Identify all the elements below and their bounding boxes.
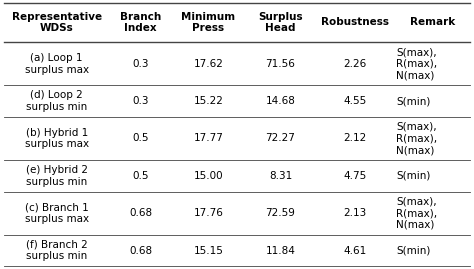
Text: (a) Loop 1
surplus max: (a) Loop 1 surplus max bbox=[25, 53, 89, 75]
Text: 15.22: 15.22 bbox=[193, 96, 223, 106]
Text: 15.00: 15.00 bbox=[194, 171, 223, 181]
Text: S(max),
R(max),
N(max): S(max), R(max), N(max) bbox=[396, 122, 438, 155]
Text: S(min): S(min) bbox=[396, 246, 430, 256]
Text: 4.61: 4.61 bbox=[343, 246, 366, 256]
Text: 72.27: 72.27 bbox=[265, 133, 295, 143]
Text: Branch
Index: Branch Index bbox=[120, 12, 161, 33]
Text: Minimum
Press: Minimum Press bbox=[182, 12, 236, 33]
Text: 0.5: 0.5 bbox=[133, 171, 149, 181]
Text: 72.59: 72.59 bbox=[265, 208, 295, 218]
Text: 2.12: 2.12 bbox=[343, 133, 366, 143]
Text: 17.76: 17.76 bbox=[193, 208, 223, 218]
Text: (c) Branch 1
surplus max: (c) Branch 1 surplus max bbox=[25, 202, 89, 224]
Text: 2.26: 2.26 bbox=[343, 59, 366, 69]
Text: 0.68: 0.68 bbox=[129, 246, 152, 256]
Text: S(max),
R(max),
N(max): S(max), R(max), N(max) bbox=[396, 197, 438, 230]
Text: S(min): S(min) bbox=[396, 96, 430, 106]
Text: (e) Hybrid 2
surplus min: (e) Hybrid 2 surplus min bbox=[26, 165, 88, 187]
Text: Remark: Remark bbox=[410, 17, 455, 27]
Text: 17.77: 17.77 bbox=[193, 133, 223, 143]
Text: 4.55: 4.55 bbox=[343, 96, 366, 106]
Text: 8.31: 8.31 bbox=[269, 171, 292, 181]
Text: 71.56: 71.56 bbox=[265, 59, 295, 69]
Text: 0.3: 0.3 bbox=[133, 59, 149, 69]
Text: (d) Loop 2
surplus min: (d) Loop 2 surplus min bbox=[26, 90, 87, 112]
Text: 15.15: 15.15 bbox=[193, 246, 223, 256]
Text: Surplus
Head: Surplus Head bbox=[258, 12, 303, 33]
Text: Robustness: Robustness bbox=[321, 17, 389, 27]
Text: 11.84: 11.84 bbox=[265, 246, 295, 256]
Text: (f) Branch 2
surplus min: (f) Branch 2 surplus min bbox=[26, 240, 88, 261]
Text: 0.3: 0.3 bbox=[133, 96, 149, 106]
Text: 4.75: 4.75 bbox=[343, 171, 366, 181]
Text: 0.5: 0.5 bbox=[133, 133, 149, 143]
Text: 14.68: 14.68 bbox=[265, 96, 295, 106]
Text: S(max),
R(max),
N(max): S(max), R(max), N(max) bbox=[396, 47, 438, 80]
Text: 2.13: 2.13 bbox=[343, 208, 366, 218]
Text: S(min): S(min) bbox=[396, 171, 430, 181]
Text: Representative
WDSs: Representative WDSs bbox=[11, 12, 102, 33]
Text: 0.68: 0.68 bbox=[129, 208, 152, 218]
Text: 17.62: 17.62 bbox=[193, 59, 223, 69]
Text: (b) Hybrid 1
surplus max: (b) Hybrid 1 surplus max bbox=[25, 128, 89, 149]
